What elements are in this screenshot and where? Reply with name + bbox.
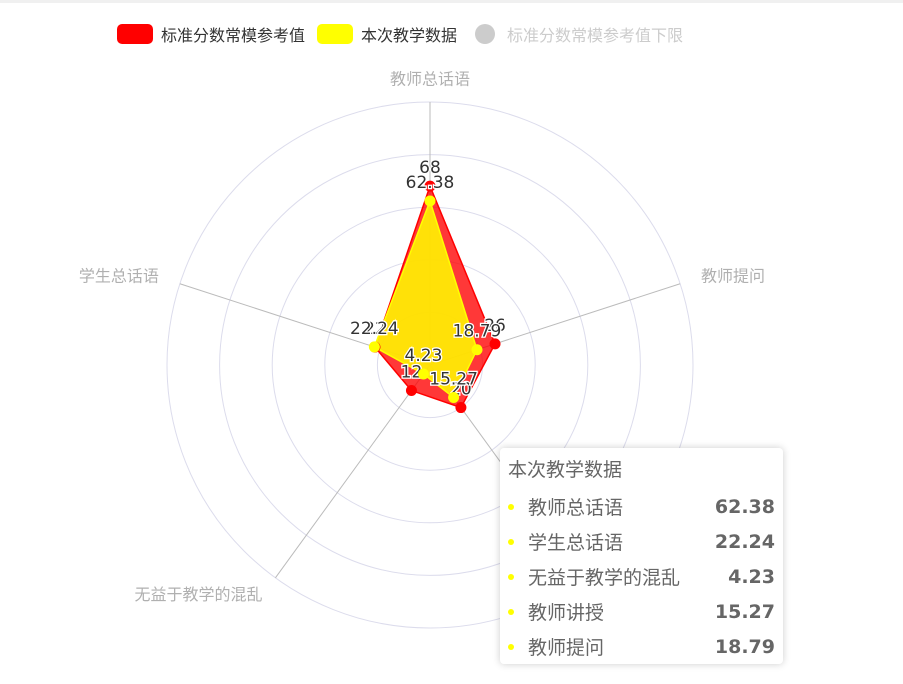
tooltip-dot-icon — [508, 643, 514, 650]
data-label: 18.79 — [453, 322, 502, 342]
data-point — [424, 180, 436, 192]
data-point — [368, 341, 380, 353]
tooltip-row-value: 4.23 — [728, 565, 775, 588]
data-point — [471, 344, 483, 356]
legend-swatch-current — [317, 24, 354, 44]
legend-item-current[interactable]: 本次教学数据 — [317, 22, 457, 46]
data-point — [489, 338, 501, 350]
data-point — [417, 368, 429, 380]
legend-swatch-lower-bound — [475, 24, 496, 44]
axis-label: 无益于教学的混乱 — [134, 585, 262, 604]
tooltip-row: 无益于教学的混乱 4.23 — [508, 559, 775, 594]
tooltip-row-value: 18.79 — [714, 635, 775, 658]
data-point — [455, 402, 467, 414]
axis-label: 教师提问 — [701, 266, 765, 285]
tooltip-row-name: 教师讲授 — [528, 602, 605, 624]
data-label: 22.24 — [350, 319, 399, 339]
data-label: 12 — [401, 363, 423, 383]
tooltip-row: 教师讲授 15.27 — [508, 594, 775, 629]
tooltip-row-value: 22.24 — [714, 530, 775, 553]
legend-item-lower-bound[interactable]: 标准分数常模参考值下限 — [469, 22, 683, 46]
data-label: 26 — [484, 316, 506, 336]
tooltip-row: 教师总话语 62.38 — [508, 489, 775, 524]
tooltip-title: 本次教学数据 — [508, 459, 623, 481]
data-label: 68 — [419, 158, 441, 178]
tooltip-row: 教师提问 18.79 — [508, 629, 775, 664]
legend-swatch-norm — [117, 24, 153, 44]
tooltip-dot-icon — [508, 503, 514, 510]
data-label: 22 — [364, 319, 386, 339]
tooltip-row-value: 62.38 — [714, 495, 775, 518]
tooltip-row-value: 15.27 — [714, 600, 775, 623]
series-area — [373, 198, 478, 399]
data-point — [424, 195, 436, 207]
tooltip-dot-icon — [508, 573, 514, 580]
axis-label: 学生总话语 — [79, 266, 159, 285]
tooltip-row-name: 教师提问 — [528, 637, 605, 659]
data-point — [405, 385, 417, 397]
legend: 标准分数常模参考值 本次教学数据 标准分数常模参考值下限 — [117, 20, 695, 48]
tooltip-dot-icon — [508, 608, 514, 615]
data-label: 62.38 — [406, 173, 455, 193]
axis-line — [275, 364, 431, 579]
top-border — [0, 0, 903, 3]
data-label: 15.27 — [429, 369, 478, 389]
tooltip-row-name: 无益于教学的混乱 — [528, 567, 681, 589]
legend-label-norm: 标准分数常模参考值 — [161, 26, 306, 45]
tooltip-row-name: 学生总话语 — [528, 532, 624, 554]
axis-label: 教师总话语 — [390, 70, 470, 89]
tooltip: 本次教学数据 教师总话语 62.38 学生总话语 22.24 无益于教学的混乱 … — [500, 448, 783, 664]
legend-label-lower-bound: 标准分数常模参考值下限 — [507, 26, 684, 45]
tooltip-dot-icon — [508, 538, 514, 545]
legend-item-norm[interactable]: 标准分数常模参考值 — [117, 22, 305, 46]
data-point — [448, 391, 460, 403]
tooltip-row-name: 教师总话语 — [528, 497, 624, 519]
legend-label-current: 本次教学数据 — [361, 26, 458, 45]
tooltip-row: 学生总话语 22.24 — [508, 524, 775, 559]
data-label: 4.23 — [405, 346, 443, 366]
